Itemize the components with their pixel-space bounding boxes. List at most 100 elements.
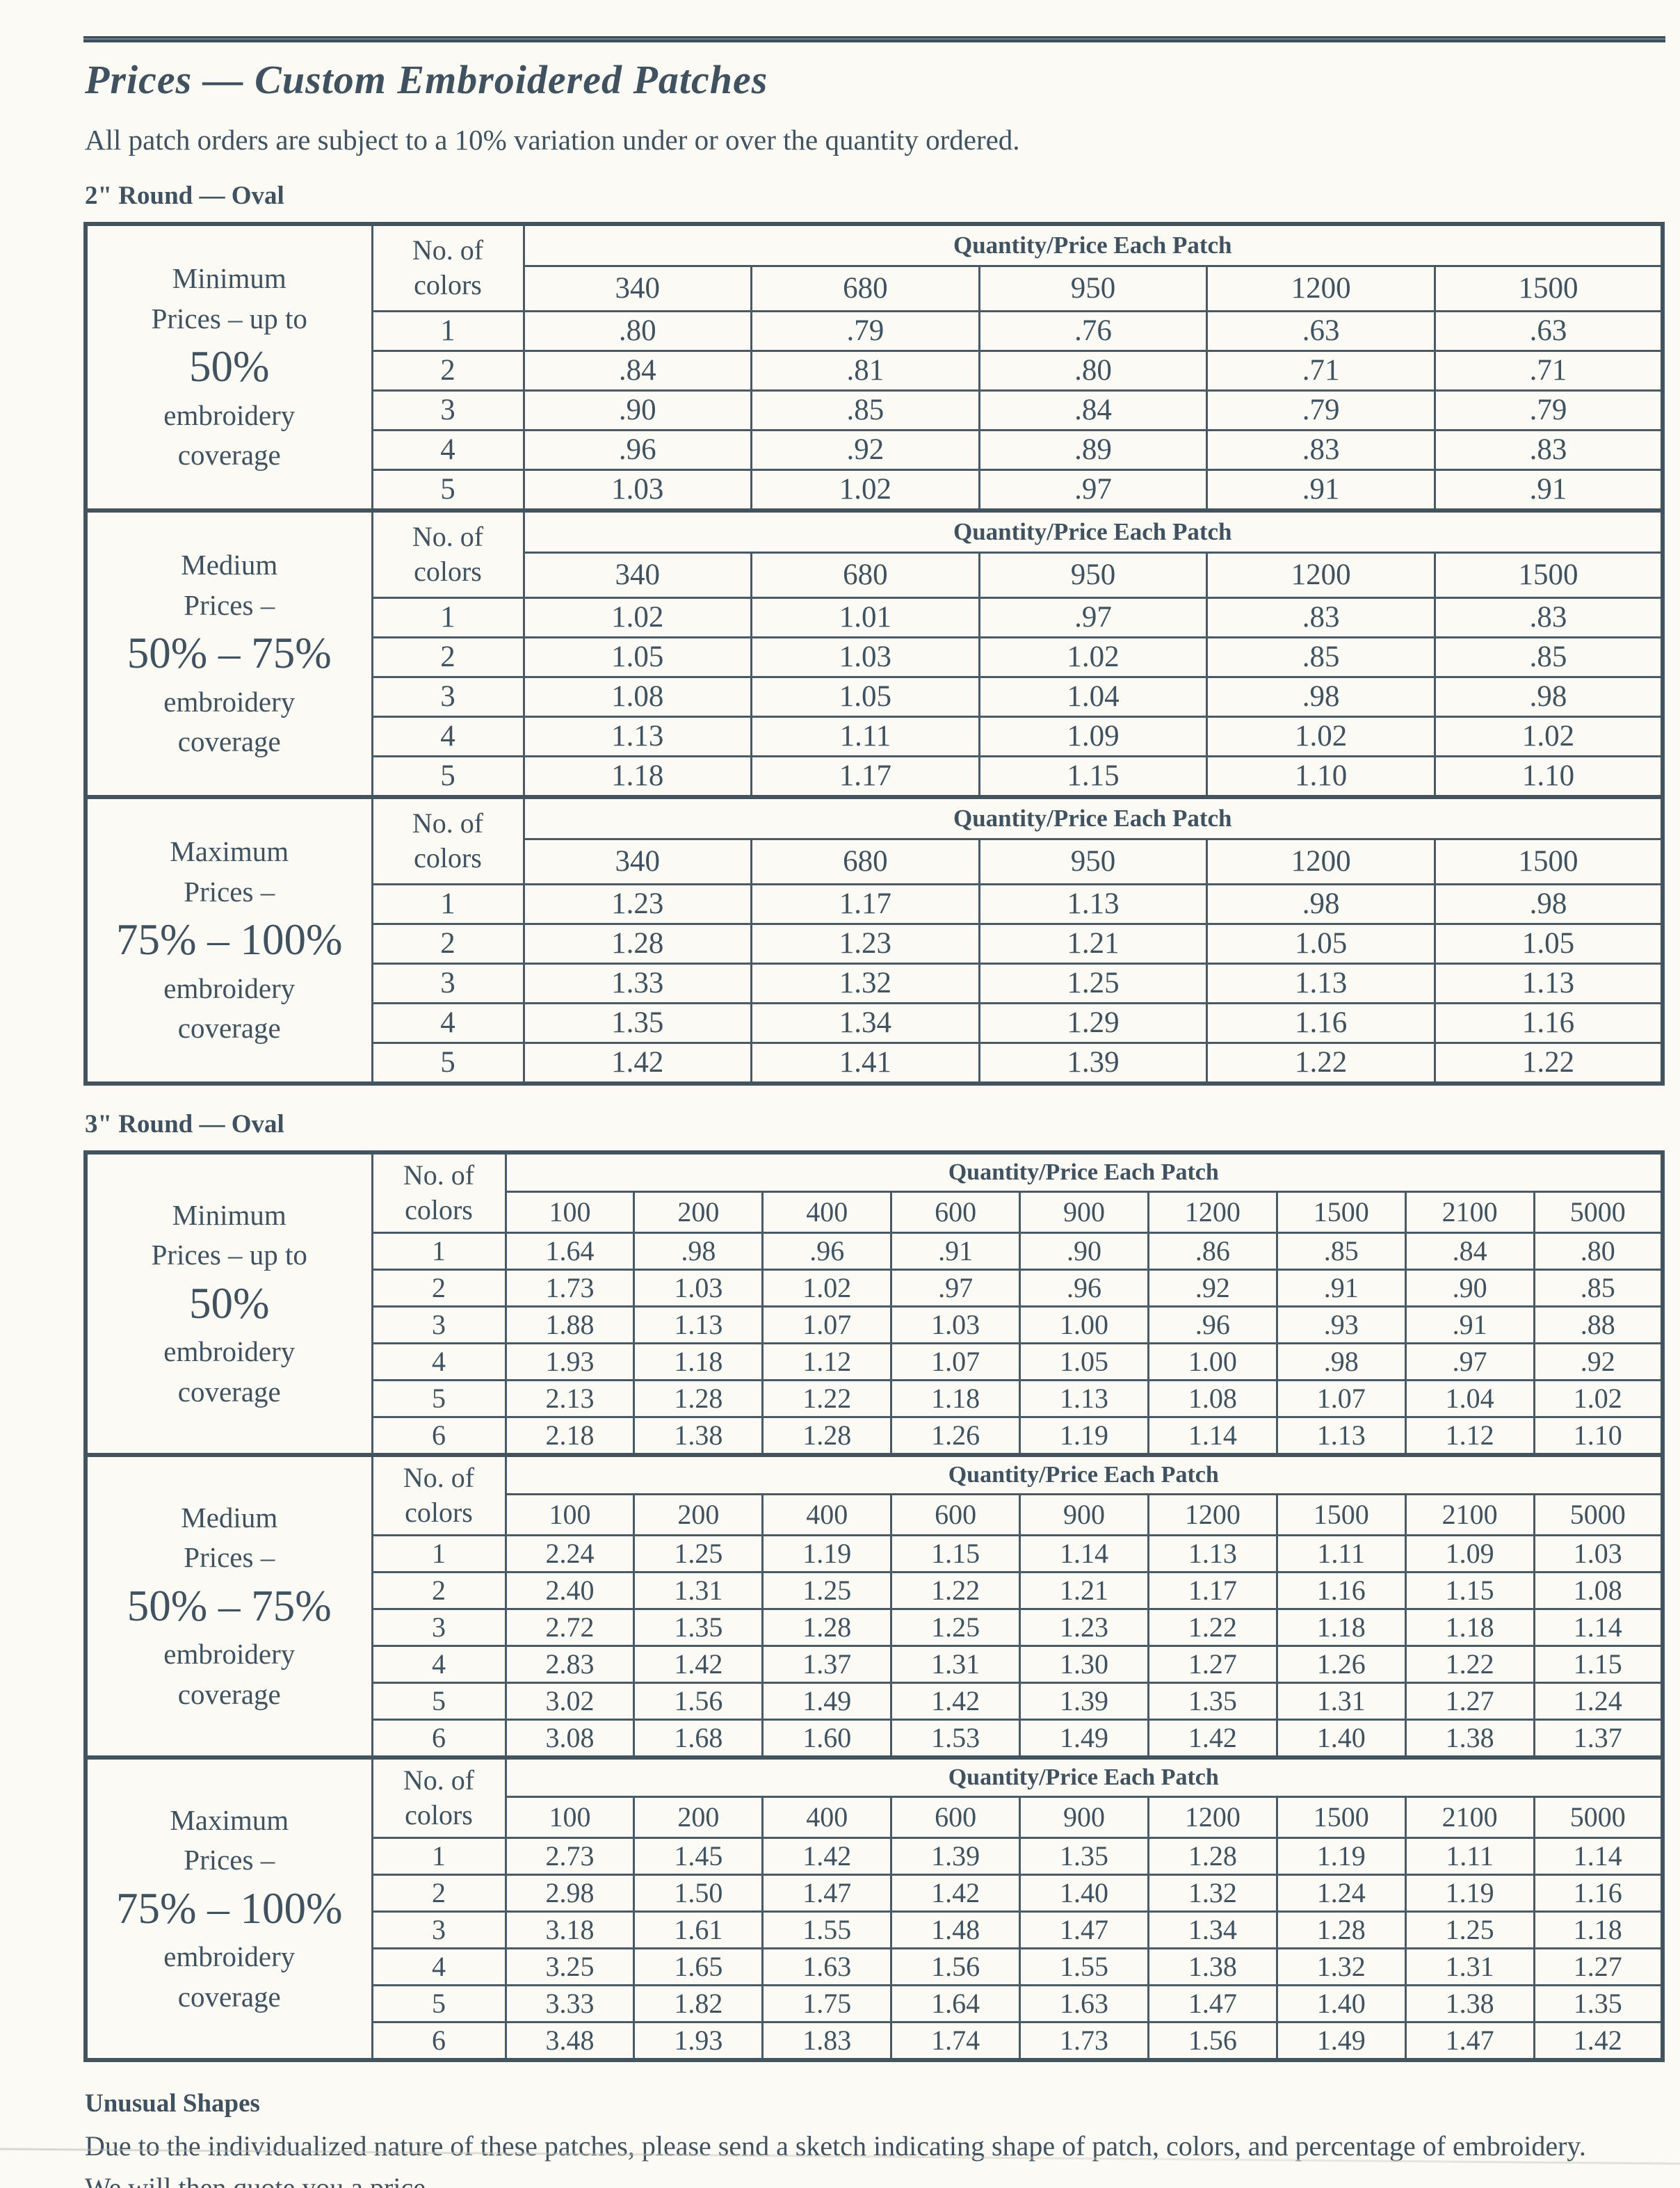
price-cell: 1.05 (1019, 1342, 1149, 1381)
price-cell: 1.15 (1533, 1644, 1664, 1684)
price-cell: .71 (1433, 349, 1664, 392)
price-cell: .91 (1275, 1268, 1407, 1308)
price-cell: .85 (1275, 1231, 1407, 1271)
price-cell: 1.37 (761, 1644, 893, 1684)
price-cell: 1.16 (1275, 1570, 1407, 1610)
coverage-label-line: coverage (177, 725, 281, 758)
colors-column-header: No. of colors (371, 796, 525, 885)
price-cell: 1.28 (1147, 1836, 1278, 1876)
quantity-header-cell: 900 (1019, 1795, 1149, 1839)
colors-count-cell: 5 (371, 1041, 525, 1085)
coverage-label-line: Medium (181, 549, 278, 581)
price-cell: 1.63 (761, 1947, 893, 1986)
price-cell: .96 (1019, 1268, 1149, 1308)
colors-count-cell: 5 (371, 755, 525, 798)
price-cell: 1.31 (1275, 1681, 1407, 1721)
price-cell: 1.40 (1275, 1718, 1407, 1759)
price-cell: 1.42 (1533, 2020, 1664, 2061)
price-cell: 1.15 (890, 1534, 1021, 1573)
price-cell: 1.13 (522, 715, 753, 757)
price-cell: 1.13 (1206, 962, 1436, 1004)
price-cell: 1.38 (633, 1415, 764, 1456)
table-row: 4 3.25 1.65 1.63 1.56 1.55 1.38 1.32 1.31 1.27 (86, 1947, 1664, 1986)
price-cell: .83 (1433, 428, 1664, 471)
coverage-label-line: coverage (177, 439, 281, 472)
price-cell: 1.02 (750, 468, 980, 512)
quantity-price-header: Quantity/Price Each Patch (504, 1151, 1664, 1193)
table-row: 2.84.81.80.71.71 (86, 349, 1664, 392)
price-cell: 1.15 (978, 755, 1209, 798)
price-cell: 1.63 (1019, 1984, 1149, 2023)
footer: Unusual Shapes Due to the individualized… (83, 2089, 1665, 2188)
section-heading: 3" Round — Oval (85, 1109, 284, 1139)
quantity-header-cell: 600 (890, 1190, 1021, 1234)
colors-header-line: colors (414, 269, 482, 301)
price-cell: 1.19 (1404, 1873, 1535, 1913)
price-cell: 2.24 (504, 1534, 636, 1573)
price-cell: 1.25 (1404, 1910, 1535, 1949)
table-row: 4.96.92.89.83.83 (86, 428, 1664, 471)
colors-header-line: No. of (403, 1764, 475, 1796)
price-cell: .63 (1206, 309, 1436, 352)
price-cell: 1.11 (1404, 1836, 1535, 1876)
coverage-label-line: embroidery (163, 399, 296, 431)
table-group: Minimum Prices – up to 50% embroidery covera… (83, 221, 1665, 1086)
price-cell: 1.33 (522, 962, 753, 1004)
price-cell: 1.25 (633, 1534, 764, 1573)
price-cell: 1.18 (633, 1342, 764, 1381)
price-cell: .85 (1533, 1268, 1664, 1308)
table-row: 6 3.48 1.93 1.83 1.74 1.73 1.56 1.49 1.47 1.42 (86, 2020, 1664, 2061)
price-cell: 1.17 (1147, 1570, 1278, 1610)
price-cell: .97 (978, 596, 1209, 638)
colors-count-cell: 3 (371, 1305, 507, 1344)
price-cell: 1.00 (1147, 1342, 1278, 1381)
price-cell: 1.14 (1533, 1607, 1664, 1647)
price-cell: .81 (750, 349, 980, 392)
quantity-header-cell: 400 (761, 1190, 893, 1234)
colors-count-cell: 5 (371, 1378, 507, 1418)
price-cell: 1.05 (522, 636, 753, 678)
price-cell: .80 (1533, 1231, 1664, 1271)
price-cell: 1.93 (504, 1342, 636, 1381)
footer-heading: Unusual Shapes (85, 2089, 260, 2118)
price-cell: .86 (1147, 1231, 1278, 1271)
price-cell: 1.28 (633, 1378, 764, 1418)
colors-header-line: No. of (412, 807, 484, 839)
price-cell: .98 (1206, 883, 1436, 925)
table-row: 4 1.13 1.11 1.09 1.02 1.02 (86, 715, 1664, 757)
price-cell: 1.13 (978, 883, 1209, 925)
price-cell: 1.03 (890, 1305, 1021, 1344)
table-row: 4 1.35 1.34 1.29 1.16 1.16 (86, 1002, 1664, 1044)
price-cell: 1.22 (1433, 1041, 1664, 1085)
colors-header-line: colors (405, 1194, 473, 1226)
colors-count-cell: 1 (371, 1836, 507, 1876)
price-cell: 1.27 (1533, 1947, 1664, 1986)
price-cell: 1.23 (750, 922, 980, 965)
colors-column-header: No. of colors (371, 1151, 507, 1234)
colors-count-cell: 5 (371, 468, 525, 512)
price-cell: 1.56 (633, 1681, 764, 1721)
price-cell: 1.50 (633, 1873, 764, 1913)
price-cell: 1.47 (1147, 1984, 1278, 2023)
price-cell: 1.02 (1533, 1378, 1664, 1418)
price-cell: 1.64 (504, 1231, 636, 1271)
quantity-header-cell: 1200 (1206, 837, 1436, 885)
coverage-label-line: coverage (177, 1375, 281, 1408)
colors-count-cell: 2 (371, 922, 525, 965)
price-cell: 1.45 (633, 1836, 764, 1876)
colors-column-header: No. of colors (371, 1454, 507, 1536)
colors-count-cell: 6 (371, 2020, 507, 2061)
price-cell: 1.40 (1019, 1873, 1149, 1913)
price-cell: 1.02 (1206, 715, 1436, 757)
size-section: 3" Round — Oval Minimum Prices – up to 50% e… (83, 1109, 1665, 2062)
table-row: 5 3.33 1.82 1.75 1.64 1.63 1.47 1.40 1.38 1.35 (86, 1984, 1664, 2023)
price-cell: 1.16 (1433, 1002, 1664, 1044)
price-cell: 1.32 (750, 962, 980, 1004)
price-cell: 1.05 (1206, 922, 1436, 965)
price-cell: 1.27 (1404, 1681, 1535, 1721)
price-cell: 1.61 (633, 1910, 764, 1949)
colors-count-cell: 4 (371, 1002, 525, 1044)
coverage-label-line: Minimum (172, 1198, 286, 1231)
colors-header-line: No. of (403, 1462, 475, 1494)
price-cell: 1.49 (1019, 1718, 1149, 1759)
